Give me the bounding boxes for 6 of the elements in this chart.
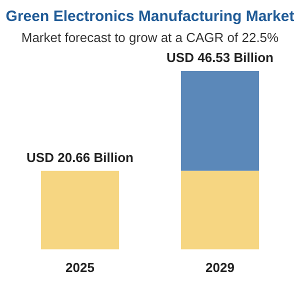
x-tick-label: 2025 — [66, 260, 94, 275]
x-tick-label: 2029 — [206, 260, 234, 275]
total-label: USD 46.53 Billion — [166, 50, 274, 66]
chart-subtitle: Market forecast to grow at a CAGR of 22.5% — [20, 30, 280, 45]
chart-title: Green Electronics Manufacturing Market — [4, 8, 296, 25]
total-label: USD 20.66 Billion — [26, 150, 134, 165]
